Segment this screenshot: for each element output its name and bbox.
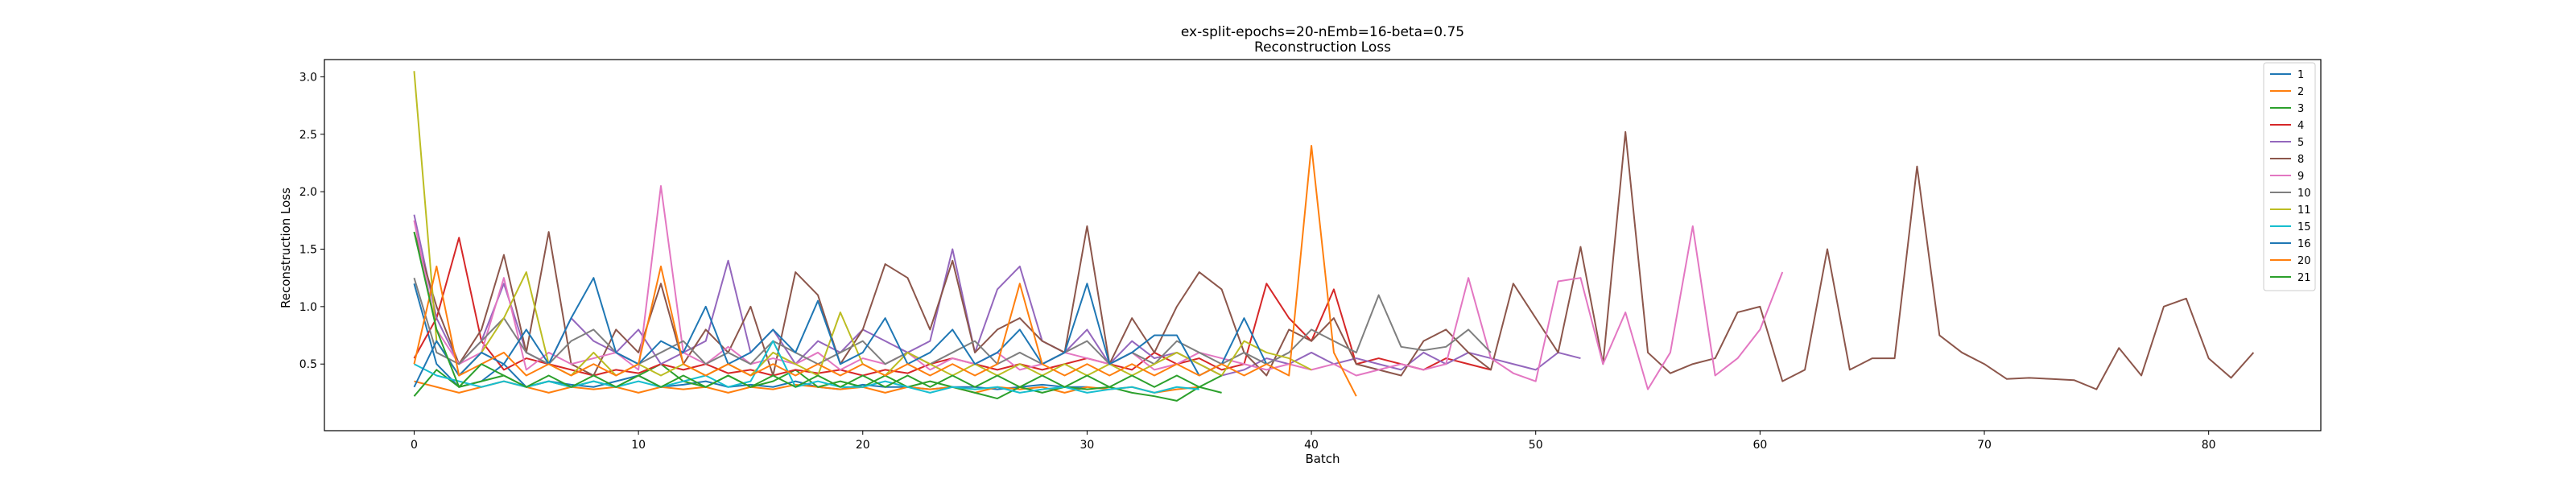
legend-label-2: 2 bbox=[2297, 86, 2304, 98]
legend-label-11: 11 bbox=[2297, 204, 2311, 217]
legend-label-5: 5 bbox=[2297, 137, 2304, 149]
series-line-10 bbox=[413, 277, 1492, 365]
legend-label-20: 20 bbox=[2297, 255, 2311, 267]
y-tick-label: 2.5 bbox=[299, 129, 317, 142]
series-line-2 bbox=[414, 380, 1199, 394]
legend-label-3: 3 bbox=[2297, 103, 2304, 115]
x-tick-label: 50 bbox=[1529, 439, 1543, 452]
x-tick-label: 10 bbox=[631, 439, 646, 452]
legend-label-16: 16 bbox=[2297, 238, 2311, 250]
legend-box bbox=[2263, 62, 2316, 291]
series-line-9 bbox=[413, 185, 1784, 390]
legend-label-4: 4 bbox=[2297, 120, 2304, 132]
plot-frame bbox=[324, 59, 2322, 431]
legend-label-15: 15 bbox=[2297, 221, 2311, 233]
series-line-16 bbox=[413, 277, 1268, 388]
x-tick-label: 0 bbox=[411, 439, 418, 452]
x-tick-label: 60 bbox=[1752, 439, 1767, 452]
series-line-5 bbox=[413, 214, 1581, 377]
series-lines bbox=[413, 71, 2255, 402]
legend-label-21: 21 bbox=[2297, 272, 2311, 284]
x-axis-label: Batch bbox=[1305, 452, 1340, 466]
y-axis-label: Reconstruction Loss bbox=[279, 188, 293, 308]
x-tick-label: 70 bbox=[1977, 439, 1992, 452]
series-line-15 bbox=[414, 340, 1199, 394]
series-line-21 bbox=[413, 231, 1223, 388]
x-tick-label: 30 bbox=[1080, 439, 1095, 452]
x-tick-label: 80 bbox=[2202, 439, 2216, 452]
x-tick-label: 40 bbox=[1304, 439, 1319, 452]
y-tick-label: 1.0 bbox=[299, 301, 317, 314]
legend-label-1: 1 bbox=[2297, 69, 2304, 81]
y-tick-label: 1.5 bbox=[299, 243, 317, 256]
chart-subtitle: Reconstruction Loss bbox=[1254, 39, 1391, 56]
plot-area: 0 10 20 30 40 50 60 70 80 0.5 1.0 1.5 2.0 2.5 3.0 bbox=[299, 59, 2322, 452]
legend-label-10: 10 bbox=[2297, 188, 2311, 200]
y-tick-label: 2.0 bbox=[299, 186, 317, 199]
legend-label-8: 8 bbox=[2297, 154, 2304, 166]
series-line-20 bbox=[413, 145, 1357, 397]
y-tick-label: 0.5 bbox=[299, 358, 317, 371]
legend-label-9: 9 bbox=[2297, 171, 2304, 183]
y-tick-label: 3.0 bbox=[299, 71, 317, 84]
chart-title: ex-split-epochs=20-nEmb=16-beta=0.75 bbox=[1181, 24, 1464, 40]
x-tick-label: 20 bbox=[856, 439, 870, 452]
legend: 1 2 3 4 5 8 9 10 11 15 16 20 21 bbox=[2263, 62, 2316, 291]
